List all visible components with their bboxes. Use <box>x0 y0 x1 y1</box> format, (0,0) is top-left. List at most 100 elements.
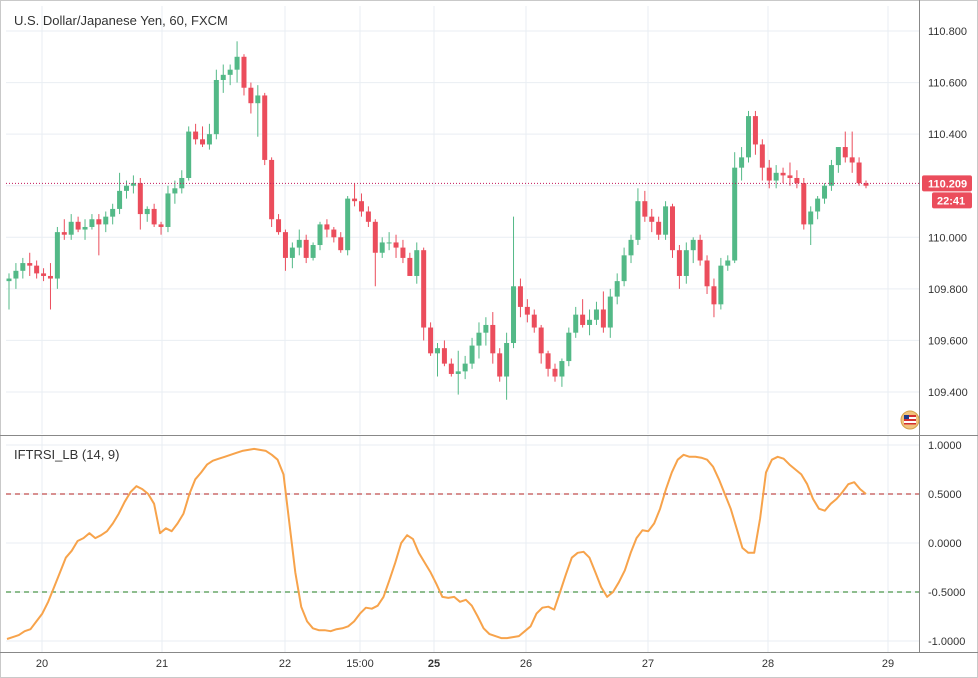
candle-body <box>144 208 150 215</box>
candle-body <box>227 69 233 75</box>
price-tick-label: 110.000 <box>928 232 967 244</box>
candle-body <box>842 147 848 158</box>
candle-body <box>614 281 620 297</box>
candle-body <box>317 224 323 246</box>
time-tick-label: 22 <box>279 658 291 670</box>
candle-body <box>435 348 440 354</box>
price-tick-label: 110.400 <box>928 129 967 141</box>
candle-body <box>220 74 226 80</box>
candle-body <box>61 232 67 235</box>
candle-body <box>663 206 669 235</box>
candle-body <box>27 263 33 266</box>
candle-body <box>365 211 371 222</box>
candle-body <box>607 296 613 328</box>
indicator-tick-label: 0.0000 <box>928 538 962 550</box>
candle-body <box>835 147 841 166</box>
indicator-title: IFTRSI_LB (14, 9) <box>14 447 119 462</box>
candle-body <box>123 185 129 191</box>
candle-body <box>656 221 662 235</box>
candle-body <box>151 208 157 225</box>
candle-body <box>248 87 254 104</box>
time-tick-label: 26 <box>520 658 532 670</box>
candle-body <box>545 353 551 369</box>
candle-body <box>801 183 807 225</box>
candle-body <box>96 219 102 225</box>
price-tick-label: 109.600 <box>928 335 968 347</box>
candle-body <box>856 162 862 184</box>
time-tick-label: 20 <box>36 658 48 670</box>
candle-body <box>89 219 95 227</box>
candle-body <box>262 95 268 160</box>
candle-body <box>358 201 364 212</box>
candle-body <box>13 270 19 279</box>
candle-body <box>669 206 675 251</box>
candle-body <box>255 95 261 104</box>
candle-body <box>559 361 565 377</box>
candle-body <box>628 239 634 256</box>
candle-body <box>324 224 330 230</box>
candle-body <box>338 237 344 251</box>
candle-body <box>6 278 12 282</box>
time-tick-label: 21 <box>156 658 168 670</box>
candle-body <box>676 250 682 276</box>
candle-body <box>504 343 510 377</box>
candle-body <box>759 144 765 168</box>
candle-body <box>746 116 752 158</box>
candle-body <box>462 363 468 372</box>
us-flag-icon[interactable] <box>900 410 920 430</box>
candle-body <box>421 250 427 328</box>
candle-body <box>455 371 461 374</box>
price-tick-label: 110.600 <box>928 78 967 90</box>
candle-body <box>137 183 143 215</box>
candle-body <box>310 245 316 258</box>
candle-body <box>165 193 171 227</box>
candle-body <box>103 216 109 225</box>
candle-body <box>20 263 26 271</box>
candle-body <box>41 273 47 276</box>
candle-body <box>849 157 855 163</box>
candle-body <box>75 221 81 230</box>
indicator-tick-label: 0.5000 <box>928 489 962 501</box>
candle-body <box>54 232 60 279</box>
candle-body <box>448 363 454 374</box>
candle-body <box>531 314 537 328</box>
time-tick-label: 25 <box>428 658 440 670</box>
candle-body <box>352 198 358 202</box>
candle-body <box>593 309 599 320</box>
candle-body <box>732 167 738 261</box>
indicator-tick-label: -1.0000 <box>928 636 965 648</box>
candle-body <box>441 348 447 364</box>
candle-body <box>808 211 814 225</box>
candle-body <box>345 198 351 251</box>
candle-body <box>469 345 475 364</box>
candle-body <box>303 239 309 258</box>
candle-body <box>711 286 717 305</box>
candle-body <box>234 56 240 70</box>
candle-body <box>428 327 434 354</box>
candle-body <box>773 172 779 181</box>
candle-body <box>407 257 413 276</box>
candle-body <box>718 265 724 305</box>
candle-body <box>635 201 641 240</box>
countdown-label: 22:41 <box>937 195 965 207</box>
candle-body <box>704 260 710 287</box>
candle-body <box>200 139 206 145</box>
candle-body <box>511 286 517 344</box>
candle-body <box>34 265 40 274</box>
candle-body <box>587 319 593 325</box>
candle-body <box>580 314 586 325</box>
candle-body <box>725 260 731 266</box>
candle-body <box>524 306 530 315</box>
indicator-tick-label: -0.5000 <box>928 587 965 599</box>
time-tick-label: 27 <box>642 658 654 670</box>
candle-body <box>787 175 793 178</box>
candle-body <box>863 183 869 186</box>
indicator-pane <box>6 447 919 640</box>
candle-body <box>538 327 544 354</box>
candle-body <box>697 239 703 261</box>
candle-body <box>552 368 558 377</box>
